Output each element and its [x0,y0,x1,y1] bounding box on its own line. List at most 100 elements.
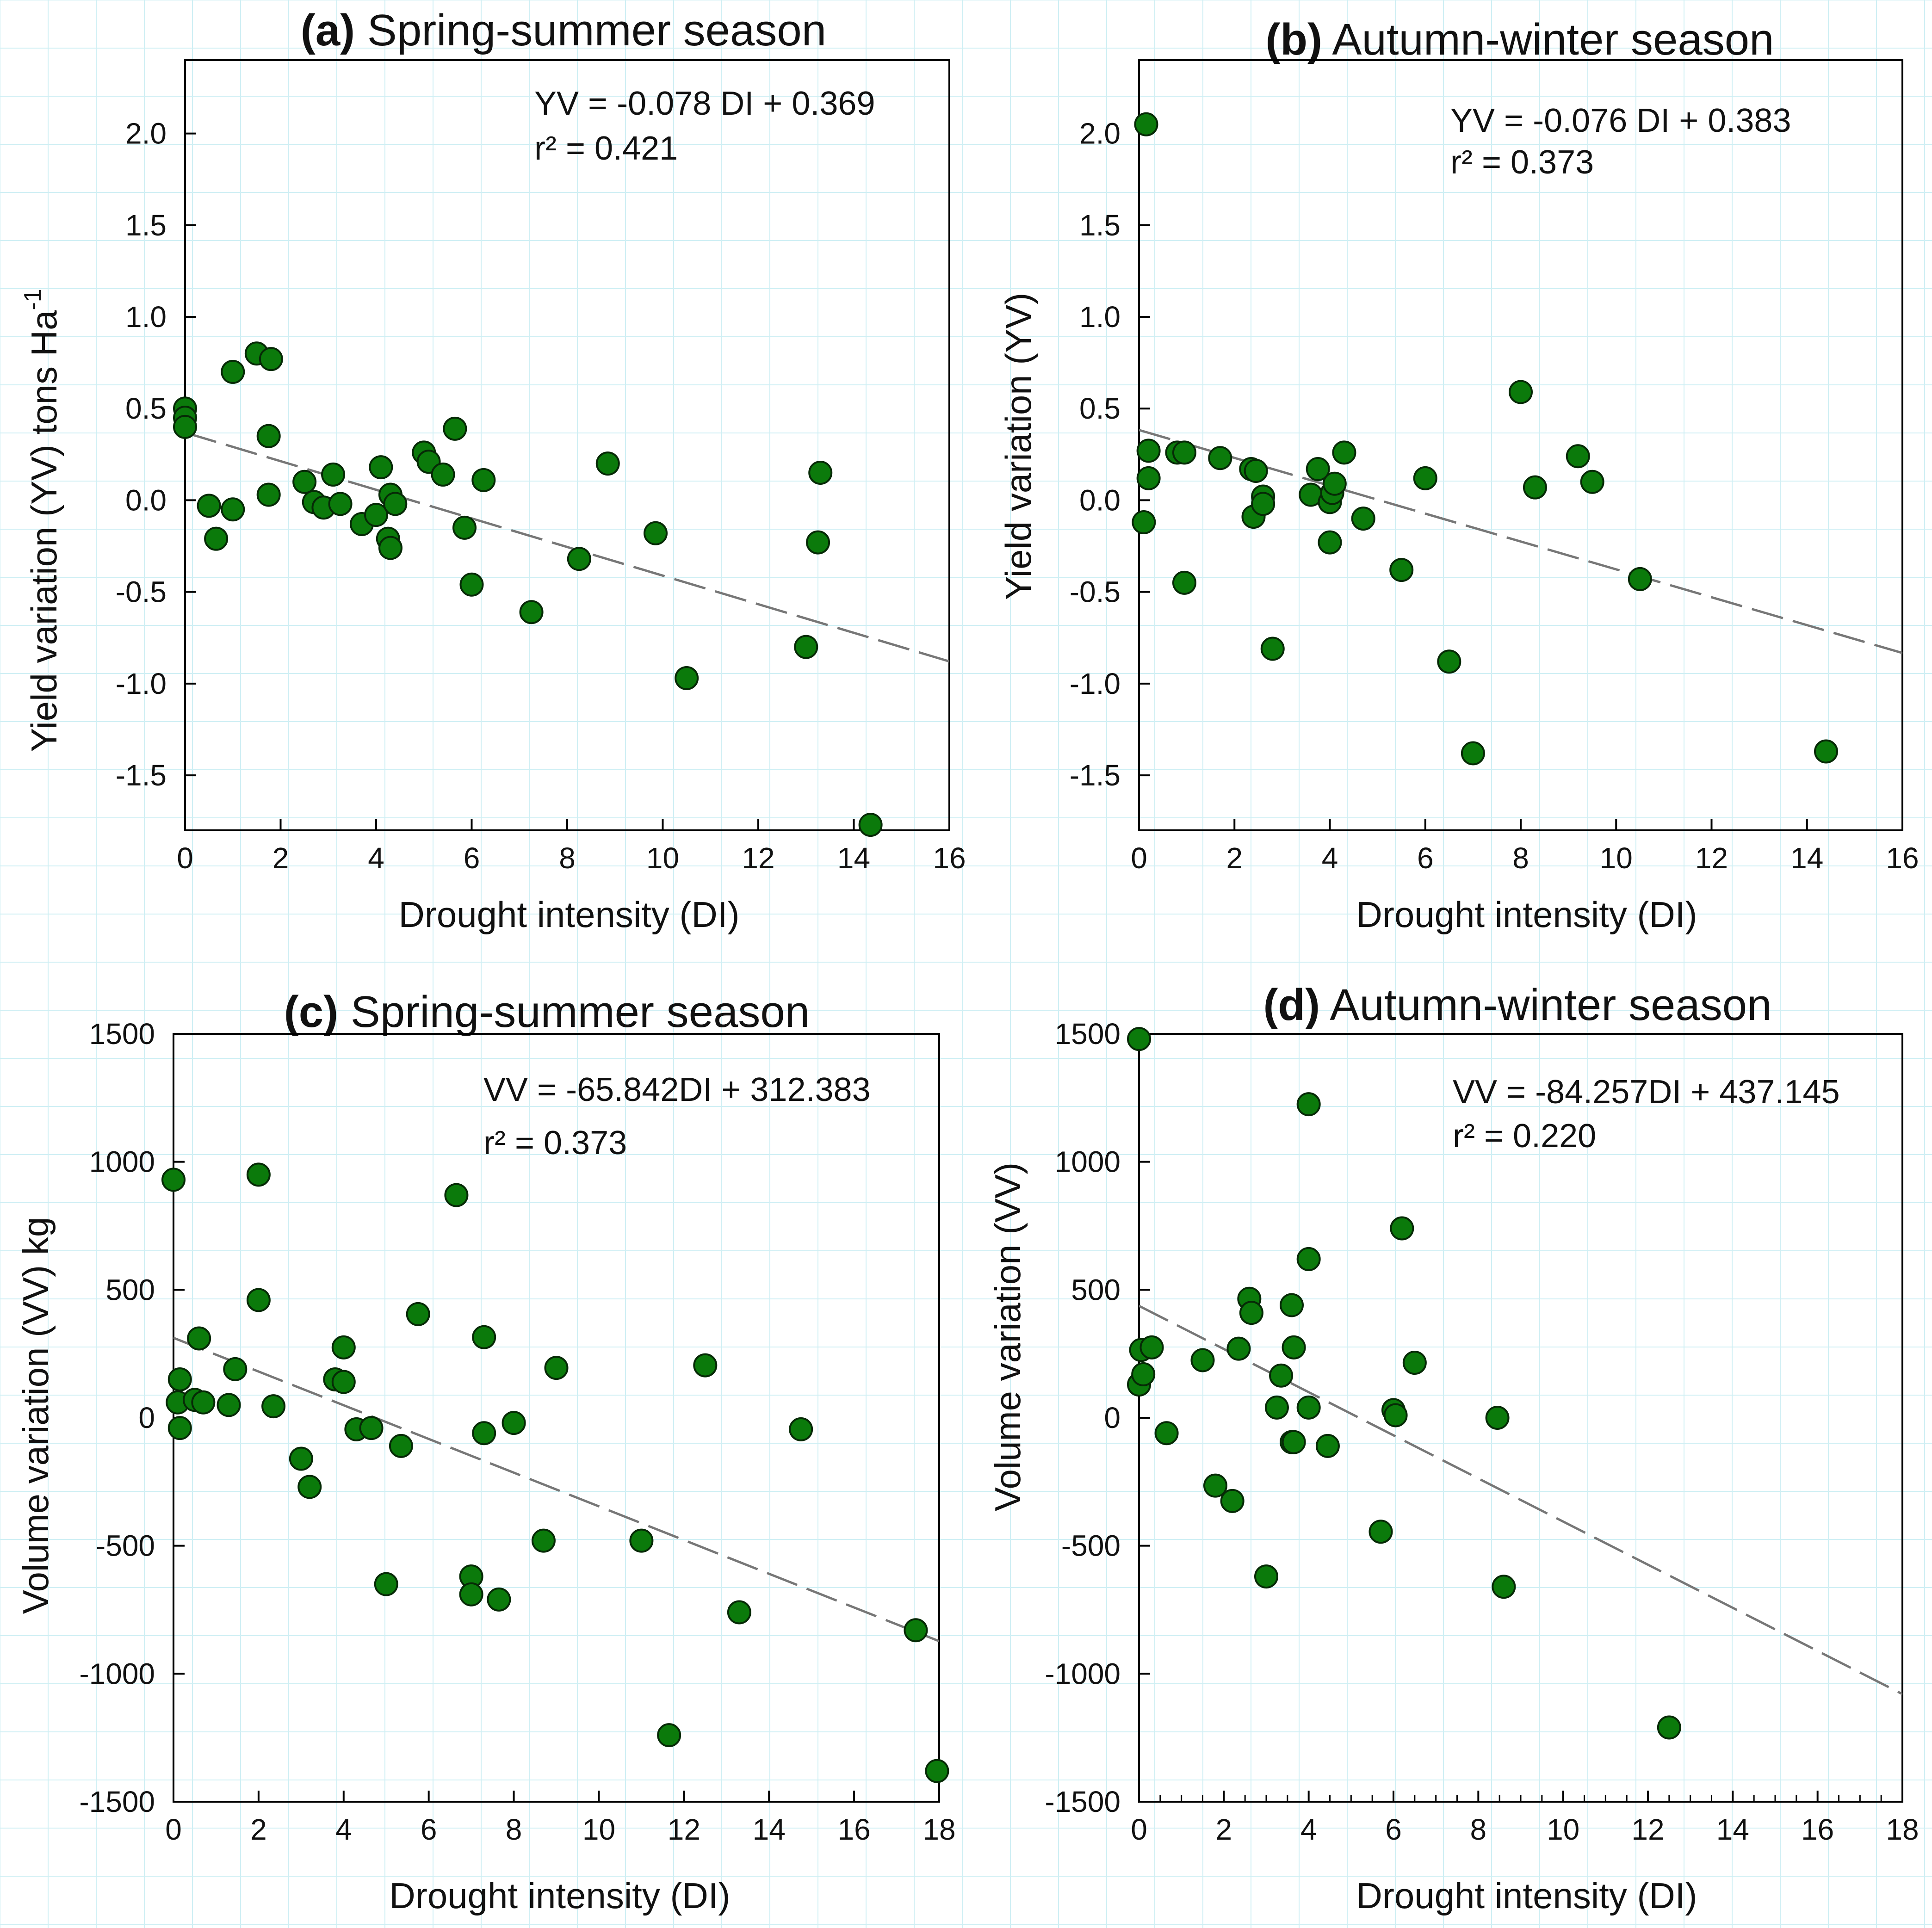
data-point [173,414,197,439]
data-point [261,1394,286,1419]
x-tick-label: 10 [582,1813,615,1846]
data-point [331,1335,356,1359]
x-tick-label: 14 [1790,841,1823,875]
data-point [389,1434,413,1458]
x-tick-label: 12 [668,1813,700,1846]
x-tick-label: 2 [1226,841,1243,875]
panel-d-r2: r² = 0.220 [1453,1118,1596,1155]
data-point [789,1417,813,1441]
data-point [806,530,830,555]
data-point [1368,1520,1393,1544]
data-point [1269,1363,1294,1388]
data-point [487,1587,511,1612]
x-tick-label: 18 [923,1813,955,1846]
x-tick-label: 16 [933,841,966,875]
data-point [794,635,818,659]
panel-a-r2: r² = 0.421 [534,130,678,167]
y-tick-label: -1.0 [116,667,167,700]
data-point [472,1325,496,1349]
data-point [364,503,388,527]
panel-d: (d) Autumn-winter season VV = -84.257DI … [987,980,1919,1916]
data-point [406,1302,430,1326]
data-point [223,1357,248,1381]
data-point [1628,567,1652,591]
regression-line [1139,1304,1902,1695]
y-tick-label: 0 [138,1401,155,1434]
y-tick-label: 1.0 [125,300,167,334]
panel-d-title: (d) Autumn-winter season [1263,980,1771,1030]
x-tick-label: 10 [1547,1813,1579,1846]
data-point [925,1759,949,1783]
y-tick-label: 1.0 [1079,300,1121,334]
y-tick-label: -1.5 [1070,759,1121,792]
y-tick-label: -0.5 [116,575,167,609]
x-tick-label: 12 [1695,841,1728,875]
y-tick-label: 1500 [89,1017,155,1051]
data-point [161,1168,186,1192]
data-point [374,1572,398,1596]
panel-b-r2: r² = 0.373 [1450,144,1594,181]
data-point [187,1326,211,1351]
panel-b-title: (b) Autumn-winter season [1265,15,1774,64]
y-tick-label: 2.0 [125,117,167,150]
x-tick-label: 14 [1716,1813,1749,1846]
x-tick-label: 6 [1417,841,1434,875]
data-point [1389,558,1414,582]
data-point [1413,466,1437,490]
y-tick-label: 1.5 [125,209,167,242]
y-tick-label: 0.0 [125,483,167,517]
data-point [1296,1247,1321,1271]
x-tick-label: 10 [1600,841,1633,875]
data-point [1208,446,1232,470]
data-point [1485,1406,1510,1430]
data-point [1509,380,1533,404]
data-point [1154,1421,1179,1446]
panel-c-equation: VV = -65.842DI + 312.383 [483,1071,871,1108]
data-point [1131,1362,1156,1386]
data-point [1220,1489,1245,1513]
data-point [544,1356,569,1380]
regression-line [185,431,949,663]
data-point [1280,1293,1304,1317]
data-point [1190,1348,1215,1372]
regression-line [173,1336,939,1643]
panel-b: (b) Autumn-winter season YV = -0.076 DI … [998,15,1919,935]
panel-c: (c) Spring-summer season VV = -65.842DI … [15,987,956,1916]
data-point [292,470,317,494]
data-point [1523,475,1547,500]
panel-b-xlabel: Drought intensity (DI) [1356,894,1697,935]
panel-d-ylabel: Volume variation (VV) [987,1162,1028,1511]
y-tick-label: -1000 [1045,1657,1121,1690]
x-tick-label: 10 [646,841,679,875]
y-tick-label: 1000 [89,1145,155,1179]
x-tick-label: 12 [1631,1813,1664,1846]
x-tick-label: 8 [1512,841,1529,875]
data-point [595,451,620,476]
x-tick-label: 14 [753,1813,786,1846]
data-point [1318,530,1342,555]
x-tick-label: 2 [250,1813,267,1846]
data-point [1402,1351,1427,1375]
data-point [321,462,346,487]
x-tick-label: 16 [838,1813,871,1846]
x-tick-label: 0 [177,841,193,875]
data-point [221,359,245,384]
data-point [567,547,591,571]
data-point [1172,440,1196,465]
data-point [431,462,455,487]
data-point [1306,457,1330,482]
data-point [246,1288,271,1312]
data-point [629,1528,654,1553]
panel-d-equation: VV = -84.257DI + 437.145 [1453,1074,1840,1111]
y-tick-label: -0.5 [1070,575,1121,609]
data-point [204,526,229,551]
data-point [904,1618,928,1643]
data-point [459,1582,483,1607]
y-tick-label: 1000 [1055,1145,1121,1179]
data-point [443,416,467,441]
x-tick-label: 16 [1886,841,1919,875]
data-point [1315,1434,1340,1458]
data-point [675,666,699,690]
y-tick-label: -500 [1061,1529,1121,1563]
